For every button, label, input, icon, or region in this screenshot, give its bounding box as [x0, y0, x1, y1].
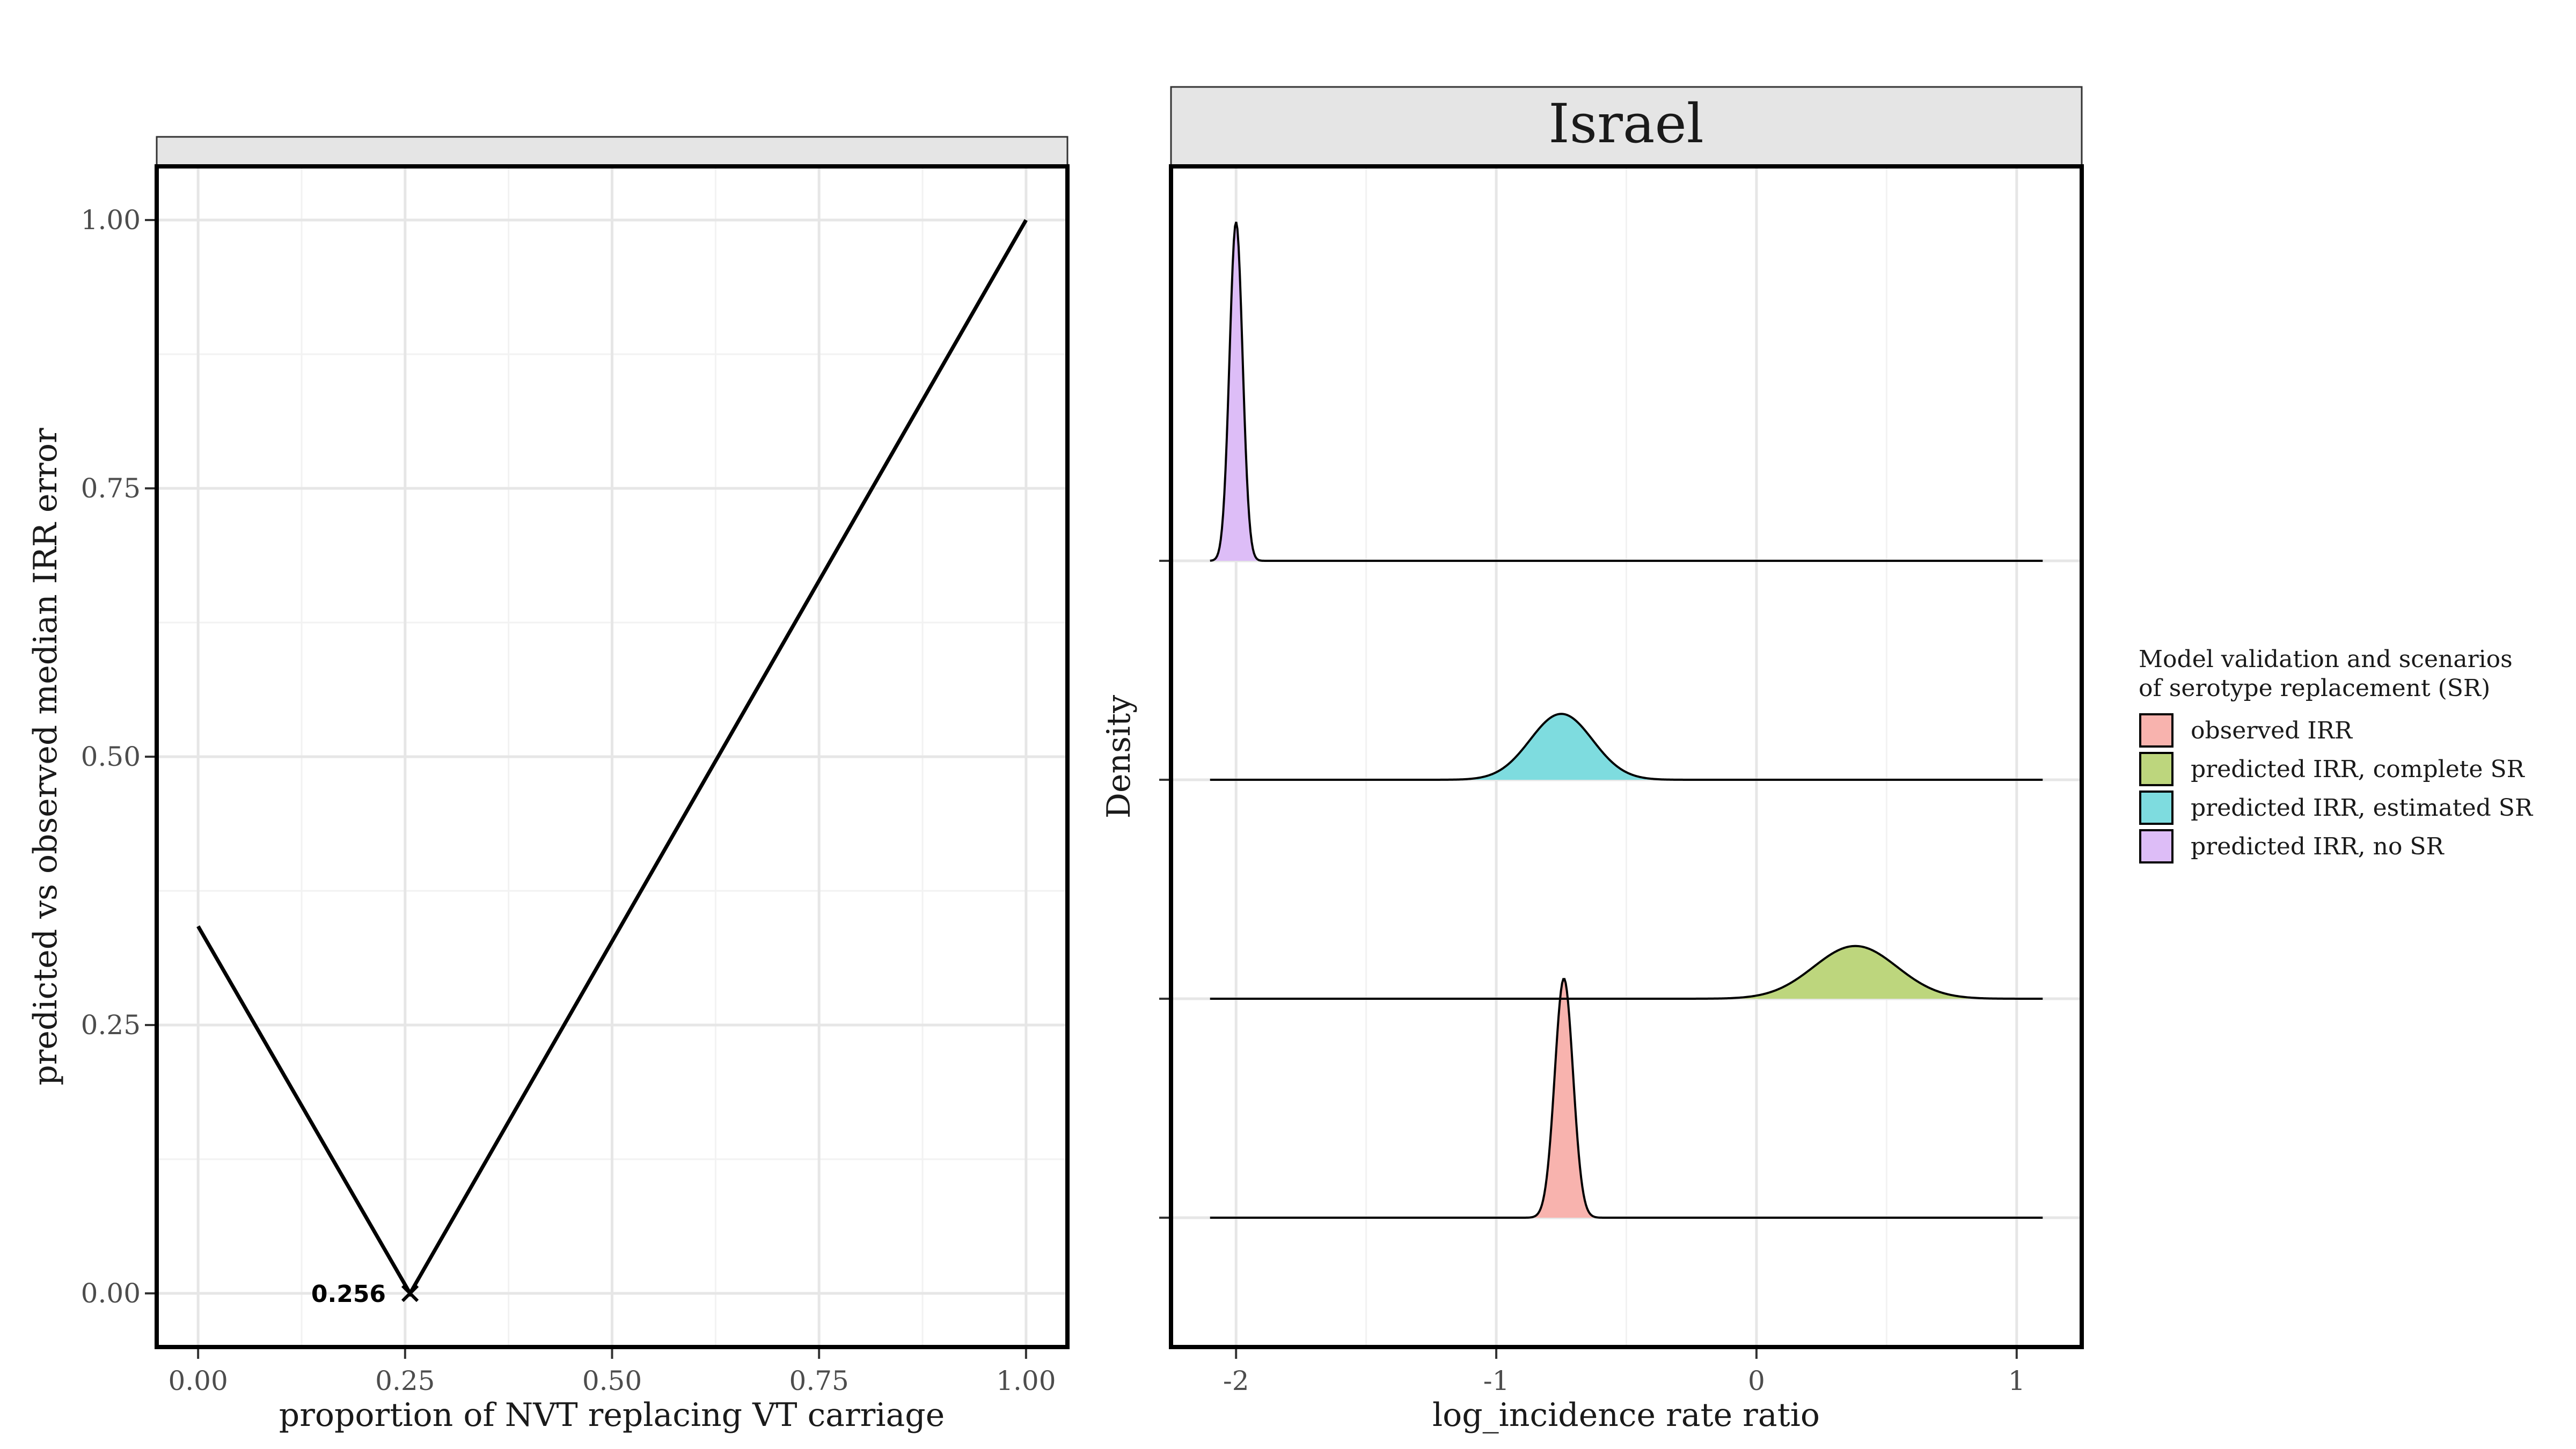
left-gridlines [157, 166, 1067, 1347]
left-x-axis-title: proportion of NVT replacing VT carriage [279, 1396, 945, 1434]
right-x-axis: -2 -1 0 1 [1223, 1349, 2025, 1396]
legend-label: predicted IRR, complete SR [2191, 756, 2526, 783]
density-fill [1722, 946, 1989, 999]
right-x-tick-label: -1 [1483, 1365, 1510, 1396]
right-x-tick-label: 0 [1748, 1365, 1765, 1396]
left-y-tick-label: 1.00 [81, 204, 141, 236]
left-panel: 0.256 0.00 0.25 0.50 0.75 1.00 0.000.250.500… [27, 136, 1070, 1434]
left-x-tick-label: 0.00 [168, 1365, 228, 1396]
legend-key [2139, 752, 2174, 786]
legend-label: predicted IRR, estimated SR [2191, 794, 2534, 822]
min-point-marker [401, 1284, 419, 1302]
left-y-tick-label: 0.00 [81, 1278, 141, 1309]
right-panel-border [1169, 164, 2084, 1349]
min-point-label: 0.256 [311, 1280, 386, 1308]
density-fill [1534, 978, 1593, 1218]
legend-label: predicted IRR, no SR [2191, 833, 2445, 860]
right-x-tick-label: -2 [1223, 1365, 1249, 1396]
left-x-tick-label: 0.50 [582, 1365, 642, 1396]
left-x-tick-label: 0.25 [375, 1365, 435, 1396]
legend-key [2139, 713, 2174, 748]
density-curve [1210, 945, 2043, 1000]
density-curve [1210, 222, 2043, 562]
density-fill [1461, 714, 1662, 780]
right-panel: Israel -2 -1 0 1 log_incidence rate ratio D… [1100, 86, 2084, 1434]
right-series [1210, 222, 2043, 1219]
legend-key [2139, 829, 2174, 863]
density-curve [1210, 713, 2043, 781]
right-x-tick-label: 1 [2008, 1365, 2025, 1396]
legend-key [2139, 791, 2174, 825]
left-panel-border [155, 164, 1070, 1349]
right-x-axis-title: log_incidence rate ratio [1432, 1396, 1820, 1434]
legend-label: observed IRR [2191, 717, 2353, 744]
right-y-axis [1159, 560, 1169, 1219]
left-strip [156, 136, 1069, 166]
left-y-tick-label: 0.50 [81, 741, 141, 772]
legend-title-line-1: Model validation and scenarios [2139, 646, 2513, 673]
left-x-axis: 0.00 0.25 0.50 0.75 1.00 [168, 1349, 1056, 1396]
legend-items: observed IRR predicted IRR, complete SR pr… [2139, 713, 2534, 863]
right-strip-title: Israel [1548, 92, 1703, 155]
left-y-tick-label: 0.75 [81, 473, 141, 504]
density-curve [1210, 978, 2043, 1219]
legend-title-line-2: of serotype replacement (SR) [2139, 675, 2490, 702]
left-y-axis-title: predicted vs observed median IRR error [27, 428, 64, 1086]
legend: Model validation and scenarios of seroty… [2139, 646, 2534, 863]
density-fill [1215, 222, 1257, 561]
right-y-axis-title: Density [1100, 695, 1138, 818]
right-strip [1170, 86, 2083, 167]
left-annotation: 0.256 [311, 1280, 419, 1308]
left-x-tick-label: 1.00 [996, 1365, 1056, 1396]
left-y-tick-label: 0.25 [81, 1009, 141, 1041]
left-y-axis: 0.00 0.25 0.50 0.75 1.00 [81, 204, 155, 1309]
right-gridlines [1171, 166, 2082, 1347]
left-x-tick-label: 0.75 [789, 1365, 849, 1396]
